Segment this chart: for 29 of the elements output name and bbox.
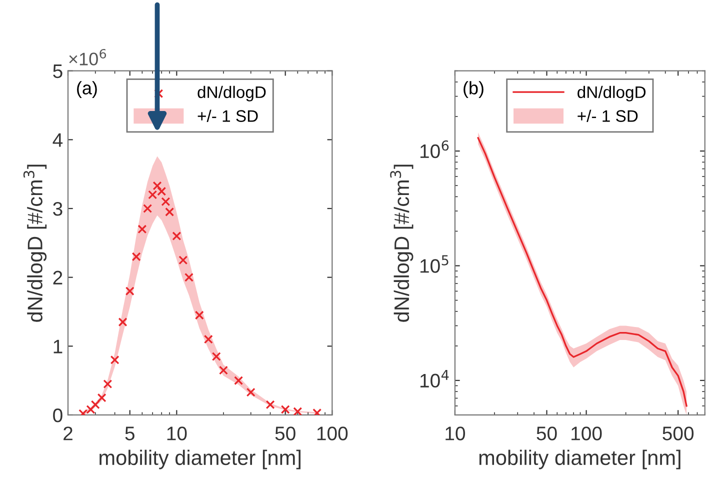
text: ×10$^{6}$ (69, 48, 106, 66)
x-tick-label: 5 (125, 426, 134, 440)
x-axis-title: mobility diameter [nm] (479, 450, 680, 470)
y-tick-label: 10$^{5}$ (420, 255, 448, 273)
y-tick-label: 10$^{6}$ (420, 140, 449, 158)
y-axis-title: dN/dlogD [#/cm$^{3}$] (23, 164, 47, 322)
y-tick-label: 0 (53, 408, 62, 422)
annotation: (a) (77, 81, 97, 98)
annotation: +/- 1 SD (578, 110, 638, 122)
annotation: +/- 1 SD (198, 110, 258, 122)
y-tick-label: 10$^{4}$ (420, 370, 449, 388)
x-tick-label: 10 (167, 426, 187, 440)
legend-label: dN/dlogD (198, 86, 266, 102)
annotation: (b) (464, 81, 484, 98)
y-tick-label: 2 (53, 270, 62, 284)
y-tick-label: 4 (52, 133, 63, 147)
x-tick-label: 100 (317, 426, 348, 440)
x-tick-label: 100 (572, 426, 602, 440)
x-tick-label: 2 (64, 426, 72, 440)
x-tick-label: 10 (446, 426, 466, 440)
y-tick-label: 5 (53, 64, 62, 78)
x-tick-label: 500 (662, 426, 694, 440)
y-tick-label: 1 (54, 340, 62, 354)
x-tick-label: 50 (275, 426, 296, 440)
y-tick-label: 3 (53, 202, 62, 216)
x-axis-title: mobility diameter [nm] (100, 450, 300, 470)
x-tick-label: 50 (536, 426, 557, 440)
legend-label: dN/dlogD (578, 86, 646, 102)
y-axis-title: dN/dlogD [#/cm$^{3}$] (390, 164, 414, 322)
